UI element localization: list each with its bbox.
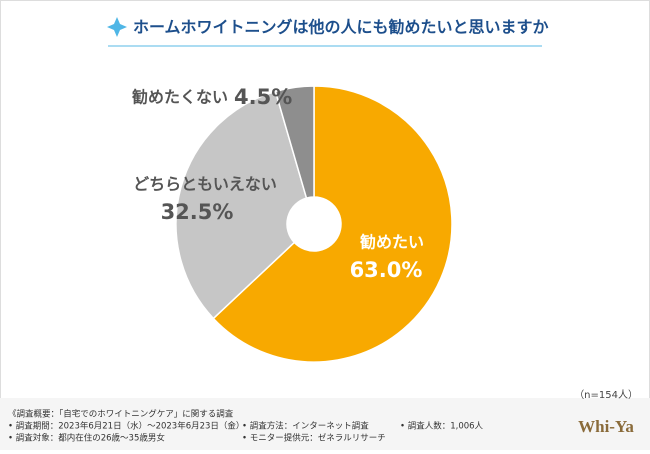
logo: Whi-Ya <box>578 417 634 436</box>
chart-title: ホームホワイトニングは他の人にも勧めたいと思いますか <box>133 18 549 37</box>
value-label: 4.5% <box>234 85 292 109</box>
pie-slice <box>212 85 453 363</box>
footer-heading: 《調査概要：「自宅でのホワイトニングケア」に関する調査 <box>8 409 234 420</box>
footer-item: • 調査対象：都内在住の26歳～35歳男女 <box>8 433 165 444</box>
pie-slice <box>175 90 308 320</box>
category-label: 勧めたい <box>360 233 424 252</box>
category-label: どちらともいえない <box>133 175 277 194</box>
footer-item: • 調査期間：2023年6月21日（水）～2023年6月23日（金） <box>8 421 244 432</box>
sample-note: （n=154人） <box>574 389 638 401</box>
footer-band <box>0 398 650 450</box>
sparkle-icon <box>107 17 127 37</box>
value-label: 63.0% <box>350 258 423 282</box>
pie-slice <box>274 85 315 200</box>
category-label: 勧めたくない <box>132 88 228 107</box>
value-label: 32.5% <box>161 200 234 224</box>
footer-item: • モニター提供元：ゼネラルリサーチ <box>242 433 386 444</box>
footer-item: • 調査方法：インターネット調査 <box>242 421 369 432</box>
footer-item: • 調査人数：1,006人 <box>400 421 484 432</box>
